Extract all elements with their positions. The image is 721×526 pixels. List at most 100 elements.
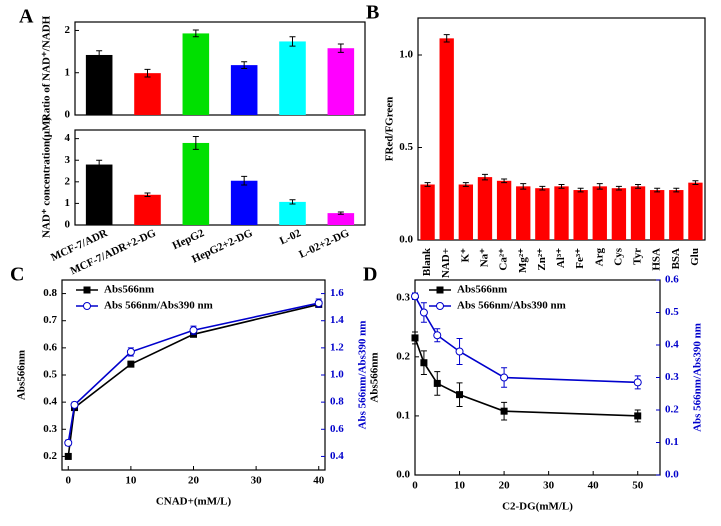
x-tick-label: HSA: [651, 248, 663, 271]
y-tick-label: 0.2: [43, 450, 57, 462]
marker: [500, 373, 509, 382]
y-tick-label: 0.4: [665, 339, 679, 351]
marker: [411, 292, 419, 301]
x-tick-label: Arg: [593, 248, 605, 267]
bar: [230, 180, 258, 225]
marker: [456, 391, 464, 399]
y-tick-label: 4: [65, 132, 71, 144]
y-tick-label: 0: [65, 109, 71, 121]
x-tick-label: Tyr: [632, 248, 644, 265]
x-tick-label: BSA: [670, 248, 682, 269]
panel-label: D: [363, 264, 377, 286]
error-bar: [692, 180, 699, 185]
y-tick-label: 0.7: [43, 314, 57, 326]
panel-label: C: [10, 264, 24, 286]
bar: [134, 194, 161, 225]
bar: [230, 65, 258, 115]
axis-label: Ratio of NAD⁺/NADH: [41, 15, 53, 121]
bar: [439, 38, 454, 240]
error-bar: [443, 34, 450, 43]
panel-label: B: [366, 2, 379, 24]
error-bar: [96, 50, 103, 60]
error-bar: [337, 211, 344, 215]
legend-marker: [83, 302, 91, 310]
error-bar: [241, 175, 248, 186]
y-tick-label: 3: [65, 154, 71, 166]
axis-label: FRed/FGreen: [384, 97, 396, 162]
marker: [433, 379, 441, 387]
legend-marker: [436, 286, 444, 294]
axis-label: NAD⁺ concentration(μM): [41, 117, 53, 238]
y-tick-label: 1.0: [330, 369, 344, 381]
y-tick-label: 1: [65, 66, 71, 78]
x-tick-label: HepG2: [171, 227, 207, 252]
bar: [535, 188, 550, 240]
bar: [611, 188, 627, 240]
marker: [64, 452, 72, 460]
error-bar: [424, 182, 431, 187]
error-bar: [520, 183, 527, 190]
axis-label: Abs 566nm/Abs390 nm: [357, 321, 369, 430]
x-tick-label: Ca²⁺: [498, 248, 510, 271]
y-tick-label: 0.1: [665, 436, 679, 448]
marker: [314, 299, 323, 308]
bar: [458, 184, 474, 240]
bar: [420, 184, 435, 240]
bar: [182, 33, 210, 115]
error-bar: [673, 187, 680, 193]
plot-frame: [74, 129, 366, 226]
x-tick-label: L-02+2-DG: [297, 227, 351, 261]
x-tick-label: 30: [543, 480, 555, 492]
bar: [279, 201, 306, 225]
legend-label: Abs566nm: [457, 284, 507, 296]
x-tick-label: Na⁺: [478, 248, 490, 267]
bar: [477, 177, 493, 240]
marker: [411, 334, 419, 342]
y-tick-label: 0.5: [43, 369, 57, 381]
x-tick-label: 10: [454, 480, 466, 492]
x-tick-label: MCF-7/ADR+2-DG: [68, 227, 158, 277]
marker: [455, 347, 464, 356]
bar: [182, 142, 210, 225]
error-bar: [192, 29, 199, 38]
error-bar: [192, 135, 199, 150]
error-bar: [615, 185, 622, 191]
axis-label: Abs 566nm/Abs390 nm: [692, 323, 704, 432]
x-tick-label: 40: [588, 480, 600, 492]
marker: [64, 438, 73, 447]
y-tick-label: 0.0: [396, 469, 410, 481]
marker: [127, 360, 135, 368]
legend-marker: [83, 286, 91, 294]
x-tick-label: Fe³⁺: [574, 248, 586, 269]
y-tick-label: 0.0: [665, 469, 679, 481]
error-bar: [635, 184, 642, 189]
y-tick-label: 1.0: [399, 49, 413, 61]
error-bar: [462, 182, 469, 187]
error-bar: [96, 159, 103, 170]
bar: [85, 164, 113, 225]
y-tick-label: 0.2: [396, 350, 410, 362]
legend-label: Abs566nm: [104, 284, 154, 296]
marker: [126, 347, 135, 356]
axis-label: CNAD+(mM/L): [156, 496, 232, 508]
y-tick-label: 1.2: [330, 341, 344, 353]
bar: [669, 190, 684, 240]
x-tick-label: 0: [66, 475, 72, 487]
axis-label: Abs566nm: [16, 350, 28, 400]
bar: [496, 180, 512, 240]
x-tick-label: Blank: [421, 247, 433, 276]
error-bar: [558, 184, 565, 189]
x-tick-label: 50: [632, 480, 644, 492]
marker: [500, 407, 508, 415]
legend-label: Abs 566nm/Abs390 nm: [104, 300, 213, 312]
marker: [433, 331, 442, 340]
bar: [327, 213, 355, 225]
bar: [649, 190, 665, 240]
x-tick-label: Zn²⁺: [536, 248, 548, 271]
marker: [70, 400, 79, 409]
x-tick-label: Cys: [612, 247, 624, 265]
axis-label: Abs566nm: [369, 352, 381, 402]
error-bar: [501, 178, 508, 184]
y-tick-label: 0.6: [330, 423, 344, 435]
bar: [134, 73, 161, 115]
